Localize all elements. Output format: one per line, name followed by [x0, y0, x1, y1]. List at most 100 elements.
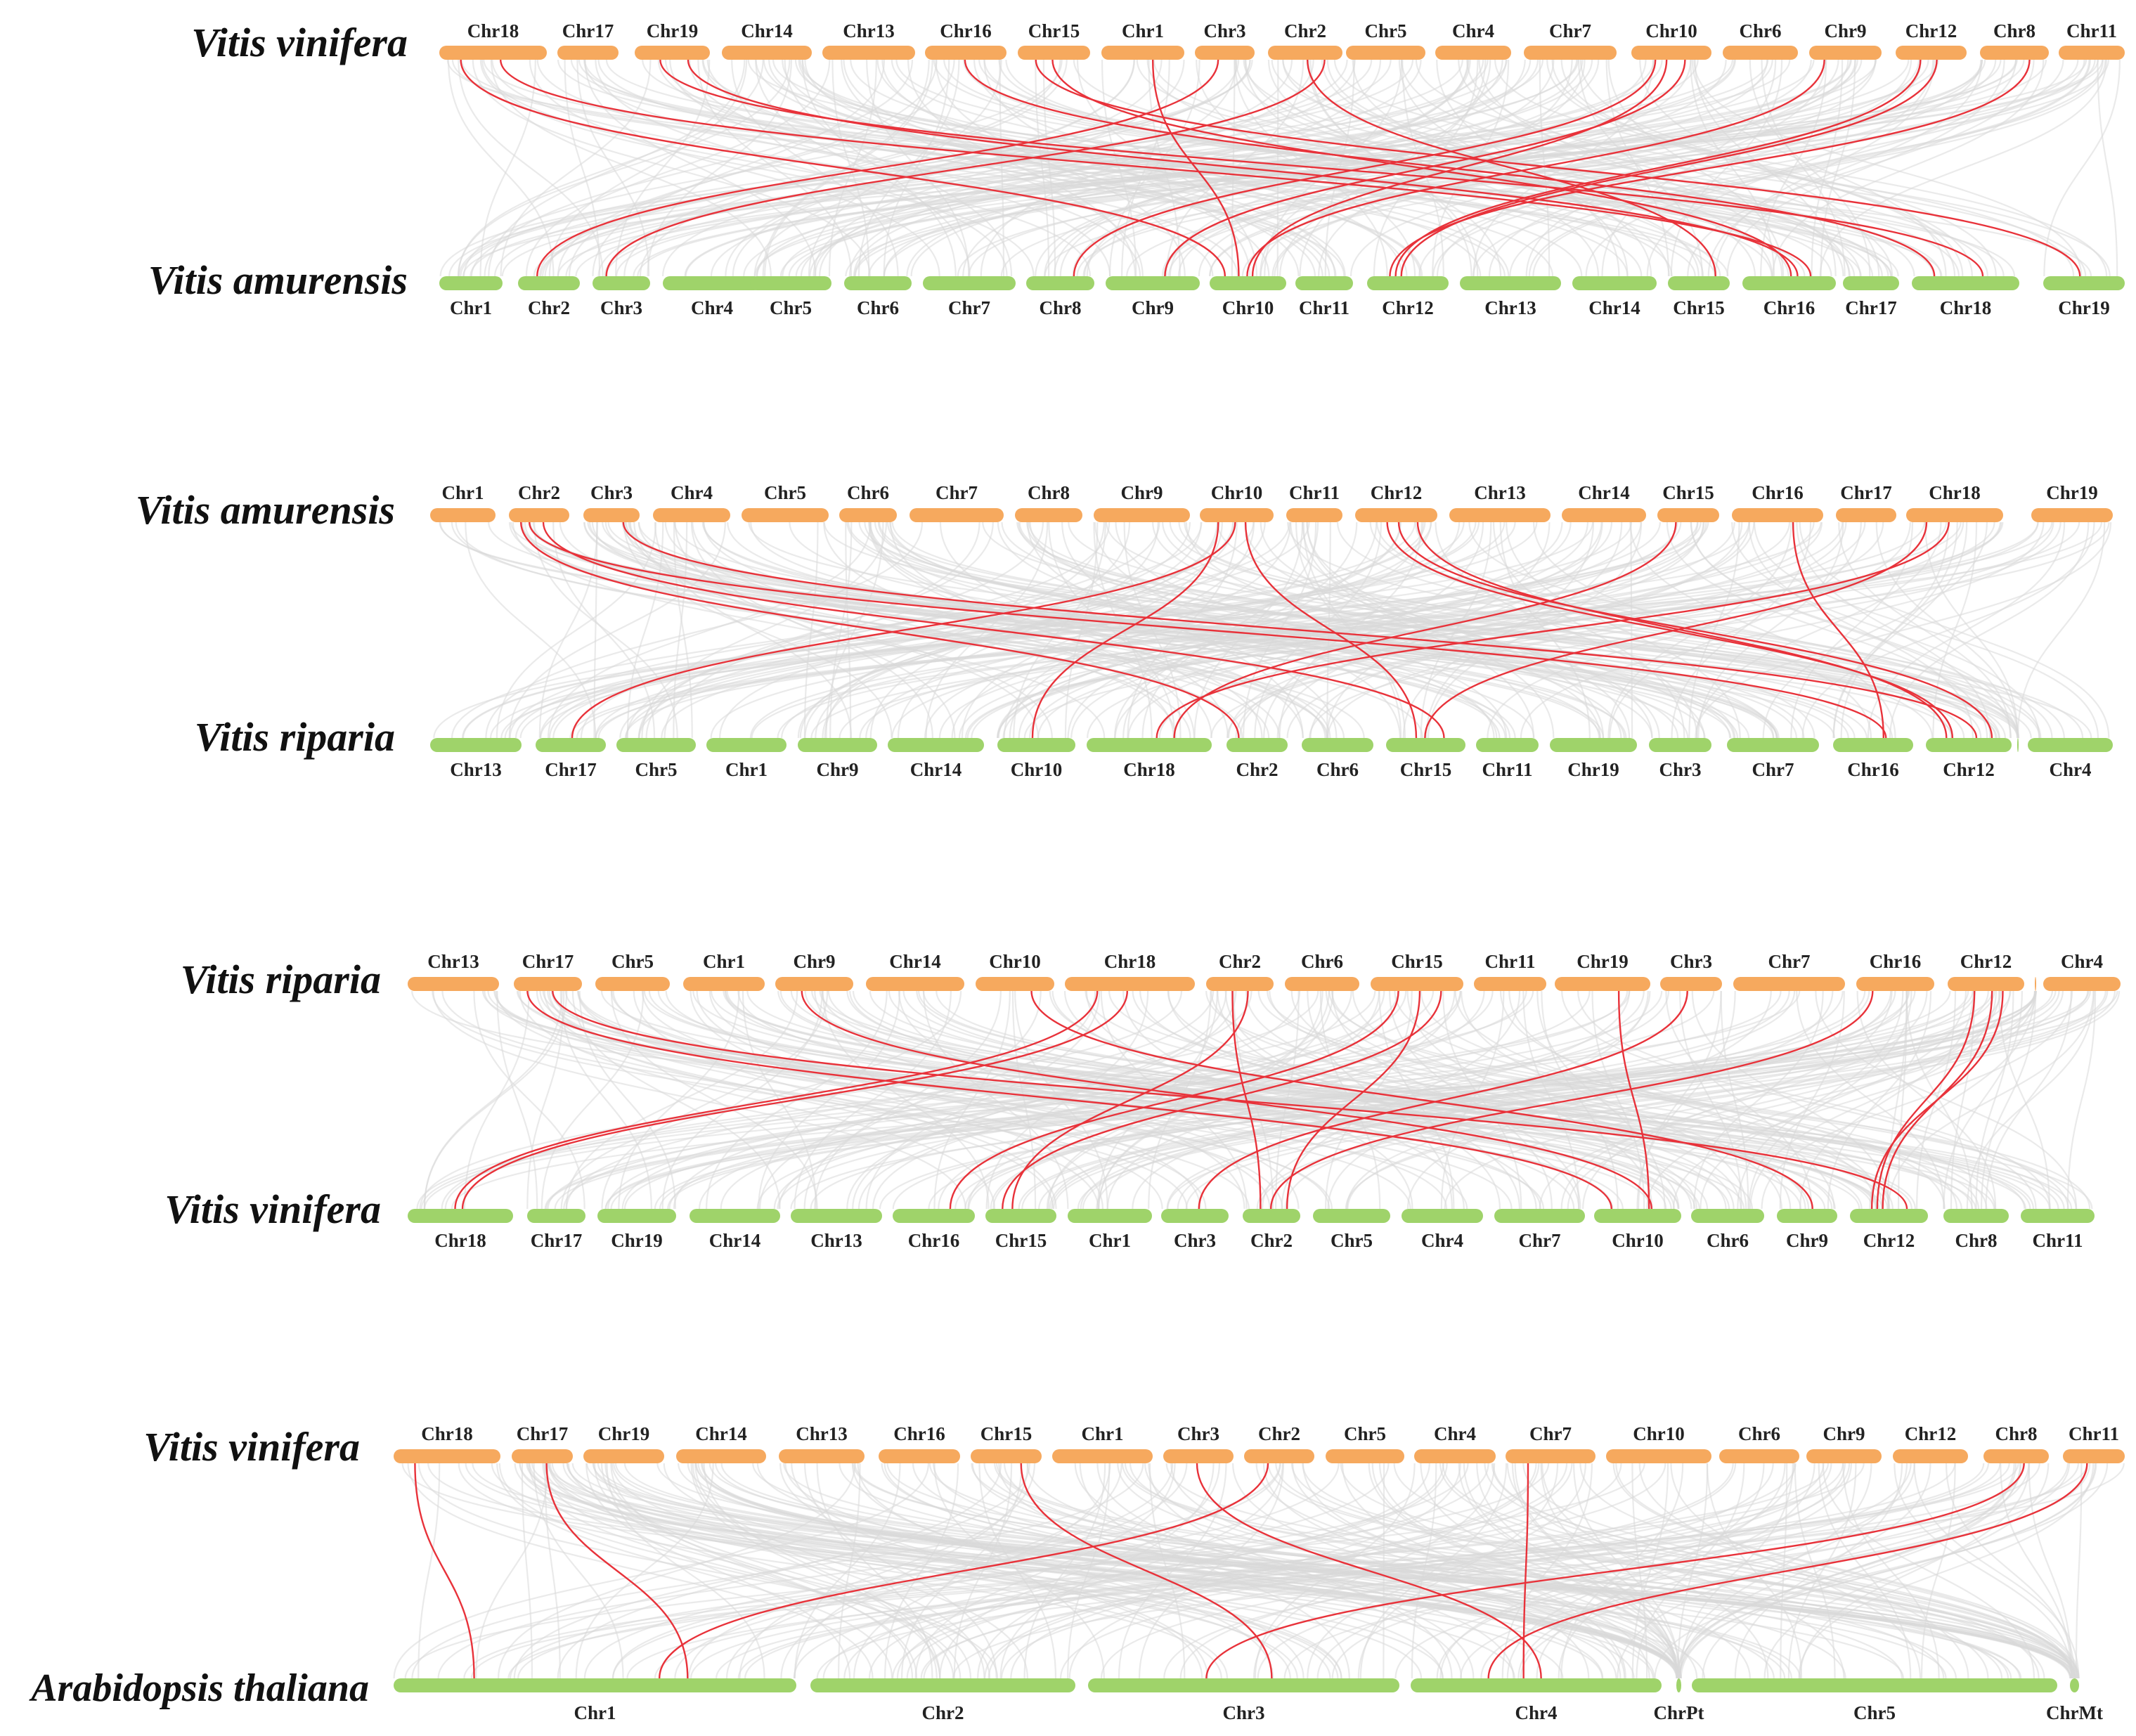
bottom-chromosome-bar [1676, 1678, 1681, 1692]
background-link [1284, 990, 1892, 1210]
background-link [1706, 1463, 1803, 1679]
bottom-chromosome-bar [1594, 1209, 1681, 1223]
bottom-chromosome-bar [1295, 276, 1353, 290]
top-chromosome-bar [1094, 508, 1190, 522]
top-chromosome-label: Chr19 [1577, 951, 1629, 972]
bottom-chromosome-bar [597, 1209, 676, 1223]
background-link [977, 1463, 1284, 1679]
background-link [1737, 990, 1904, 1210]
highlight-link [687, 59, 1799, 277]
bottom-chromosome-label: Chr11 [1299, 297, 1349, 318]
background-link [595, 59, 1008, 277]
background-link [852, 990, 1227, 1210]
highlight-link [1306, 59, 1716, 277]
bottom-chromosome-bar [1850, 1209, 1928, 1223]
bottom-chromosome-label: Chr3 [1223, 1702, 1265, 1723]
background-link [1003, 522, 1255, 739]
background-link [1245, 990, 1680, 1210]
bottom-chromosome-bar [810, 1678, 1075, 1692]
background-link [821, 990, 1575, 1210]
background-link [1076, 59, 1258, 277]
background-link [1114, 522, 1603, 739]
highlight-link [622, 522, 1978, 739]
background-link [1690, 59, 1775, 277]
background-link [457, 59, 791, 277]
background-link [1666, 522, 1988, 739]
background-link [418, 1463, 441, 1679]
top-chromosome-bar [775, 977, 853, 991]
background-link [1026, 522, 1736, 739]
top-chromosome-bar [1660, 977, 1722, 991]
background-link [1787, 1463, 1857, 1679]
top-chromosome-label: Chr19 [598, 1423, 650, 1444]
top-chromosome-label: Chr14 [695, 1423, 747, 1444]
background-link [529, 522, 1954, 739]
background-link [1402, 522, 1623, 739]
highlight-link [460, 59, 1226, 277]
background-link [983, 59, 1251, 277]
top-chromosome-bar [1268, 46, 1342, 60]
bottom-chromosome-label: Chr15 [1673, 297, 1725, 318]
bottom-chromosome-bar [1550, 738, 1637, 752]
background-link [1672, 990, 2037, 1210]
top-chromosome-bar [1732, 508, 1823, 522]
bottom-chromosome-label: Chr3 [600, 297, 642, 318]
top-chromosome-label: Chr7 [1549, 20, 1591, 41]
top-chromosome-bar [1065, 977, 1195, 991]
background-link [416, 990, 1534, 1210]
bottom-chromosome-bar [1386, 738, 1465, 752]
background-link [988, 1463, 1573, 1679]
top-species-label: Vitis amurensis [136, 487, 395, 533]
background-link [1306, 522, 1605, 739]
bottom-chromosome-label: Chr12 [1943, 759, 1995, 780]
background-link [1567, 990, 2036, 1210]
background-link [1406, 990, 1653, 1210]
bottom-chromosome-label: Chr1 [725, 759, 768, 780]
background-link [845, 522, 852, 739]
bottom-chromosome-bar [750, 276, 831, 290]
top-chromosome-label: Chr11 [2066, 20, 2117, 41]
top-chromosome-label: Chr12 [1905, 20, 1957, 41]
background-link [883, 1463, 1655, 1679]
background-link [935, 59, 1186, 277]
background-link [1676, 1463, 2017, 1679]
bottom-chromosome-label: Chr8 [1040, 297, 1082, 318]
bottom-chromosome-bar [2028, 738, 2113, 752]
background-link [500, 59, 652, 277]
background-link [690, 990, 1104, 1210]
background-link [517, 1463, 1829, 1679]
background-link [544, 1463, 561, 1679]
background-link [1945, 1463, 2076, 1679]
background-link [1887, 990, 2095, 1210]
background-link [1234, 59, 1388, 277]
top-chromosome-label: Chr18 [421, 1423, 473, 1444]
bottom-chromosome-track: Chr1 Chr2 Chr3 Chr4 ChrPt Chr5 ChrMt [394, 1678, 2103, 1723]
bottom-chromosome-bar [1460, 276, 1561, 290]
top-chromosome-label: Chr3 [1177, 1423, 1219, 1444]
background-link [920, 1463, 1844, 1679]
top-chromosome-label: Chr12 [1960, 951, 2012, 972]
background-link [782, 59, 1346, 277]
background-link [604, 522, 1506, 739]
highlight-links [520, 522, 1993, 739]
background-link [869, 990, 1962, 1210]
background-link [600, 1463, 941, 1679]
bottom-chromosome-bar [1649, 738, 1711, 752]
background-link [1047, 990, 1330, 1210]
bottom-chromosome-label: Chr9 [1132, 297, 1174, 318]
bottom-chromosome-label: Chr5 [635, 759, 678, 780]
top-chromosome-bar [879, 1449, 960, 1463]
top-chromosome-label: Chr16 [1752, 482, 1804, 503]
background-link [1461, 990, 1747, 1210]
background-link [883, 59, 950, 277]
background-link [1049, 990, 1727, 1210]
background-link [673, 990, 1253, 1210]
top-chromosome-bar [1856, 977, 1934, 991]
background-link [1307, 1463, 1586, 1679]
top-chromosome-label: Chr14 [1578, 482, 1630, 503]
background-link [700, 1463, 1706, 1679]
bottom-chromosome-bar [2043, 276, 2125, 290]
background-link [1185, 990, 2116, 1210]
background-link [491, 1463, 1423, 1679]
bottom-chromosome-bar [1476, 738, 1539, 752]
